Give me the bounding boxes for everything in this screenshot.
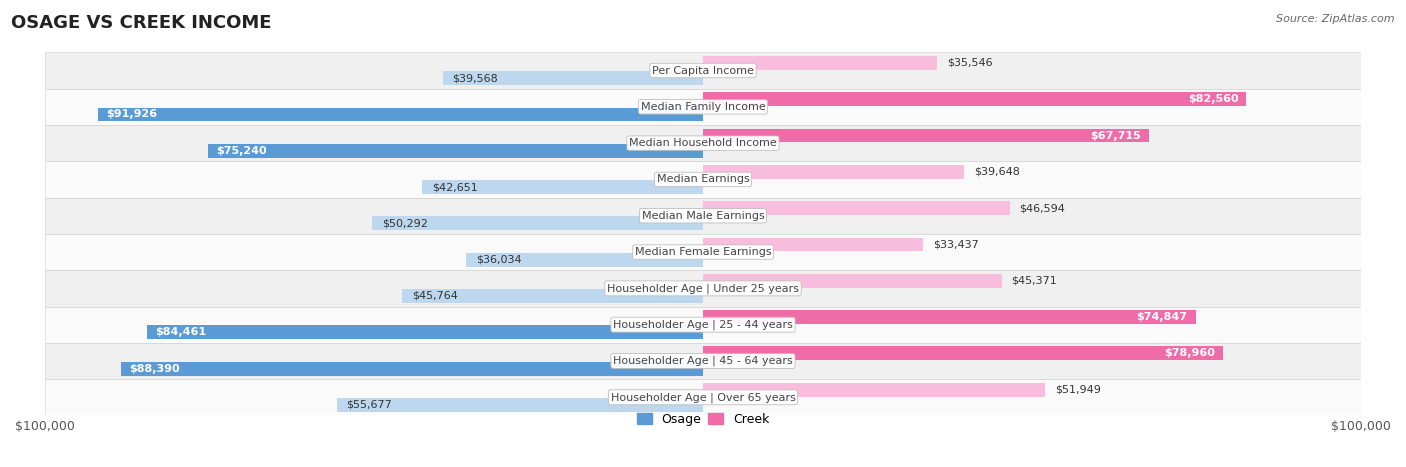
Legend: Osage, Creek: Osage, Creek — [631, 408, 775, 431]
Text: Householder Age | Under 25 years: Householder Age | Under 25 years — [607, 283, 799, 294]
Bar — [45, 198, 1361, 234]
Text: $51,949: $51,949 — [1054, 385, 1101, 395]
Text: $45,371: $45,371 — [1011, 276, 1057, 286]
Bar — [98, 107, 703, 121]
Bar — [45, 270, 1361, 306]
Text: Householder Age | 25 - 44 years: Householder Age | 25 - 44 years — [613, 319, 793, 330]
Text: $39,648: $39,648 — [974, 167, 1019, 177]
Bar — [703, 310, 1195, 324]
Text: Median Family Income: Median Family Income — [641, 102, 765, 112]
Text: Median Male Earnings: Median Male Earnings — [641, 211, 765, 221]
Text: $91,926: $91,926 — [105, 109, 157, 120]
Bar — [703, 201, 1010, 215]
Text: $82,560: $82,560 — [1188, 94, 1239, 104]
Bar — [465, 253, 703, 267]
Text: $75,240: $75,240 — [215, 146, 266, 156]
Text: $35,546: $35,546 — [946, 58, 993, 68]
Text: Median Earnings: Median Earnings — [657, 175, 749, 184]
Text: $74,847: $74,847 — [1136, 312, 1188, 322]
Text: $42,651: $42,651 — [432, 182, 478, 192]
Text: Per Capita Income: Per Capita Income — [652, 65, 754, 76]
Bar — [703, 165, 965, 179]
Bar — [703, 274, 1001, 288]
Text: Householder Age | Over 65 years: Householder Age | Over 65 years — [610, 392, 796, 403]
Text: $45,764: $45,764 — [412, 291, 457, 301]
Bar — [45, 89, 1361, 125]
Bar — [121, 362, 703, 375]
Bar — [45, 379, 1361, 416]
Bar — [703, 56, 936, 70]
Bar — [422, 180, 703, 194]
Text: $39,568: $39,568 — [453, 73, 498, 83]
Bar — [443, 71, 703, 85]
Bar — [703, 238, 922, 251]
Text: $36,034: $36,034 — [475, 255, 522, 265]
Bar — [703, 128, 1149, 142]
Bar — [373, 217, 703, 230]
Bar — [703, 383, 1045, 396]
Bar — [45, 161, 1361, 198]
Text: Source: ZipAtlas.com: Source: ZipAtlas.com — [1277, 14, 1395, 24]
Text: Median Female Earnings: Median Female Earnings — [634, 247, 772, 257]
Text: OSAGE VS CREEK INCOME: OSAGE VS CREEK INCOME — [11, 14, 271, 32]
Text: $55,677: $55,677 — [346, 400, 392, 410]
Bar — [45, 306, 1361, 343]
Bar — [45, 125, 1361, 161]
Bar — [703, 92, 1246, 106]
Bar — [336, 398, 703, 412]
Text: $67,715: $67,715 — [1090, 130, 1140, 141]
Text: $46,594: $46,594 — [1019, 203, 1066, 213]
Text: Householder Age | 45 - 64 years: Householder Age | 45 - 64 years — [613, 356, 793, 366]
Text: Median Household Income: Median Household Income — [628, 138, 778, 148]
Text: $84,461: $84,461 — [155, 327, 207, 337]
Bar — [45, 52, 1361, 89]
Bar — [45, 343, 1361, 379]
Text: $78,960: $78,960 — [1164, 348, 1215, 358]
Bar — [148, 325, 703, 339]
Text: $50,292: $50,292 — [382, 219, 427, 228]
Text: $33,437: $33,437 — [934, 240, 979, 249]
Bar — [402, 289, 703, 303]
Bar — [703, 347, 1223, 360]
Text: $88,390: $88,390 — [129, 364, 180, 374]
Bar — [45, 234, 1361, 270]
Bar — [208, 144, 703, 158]
